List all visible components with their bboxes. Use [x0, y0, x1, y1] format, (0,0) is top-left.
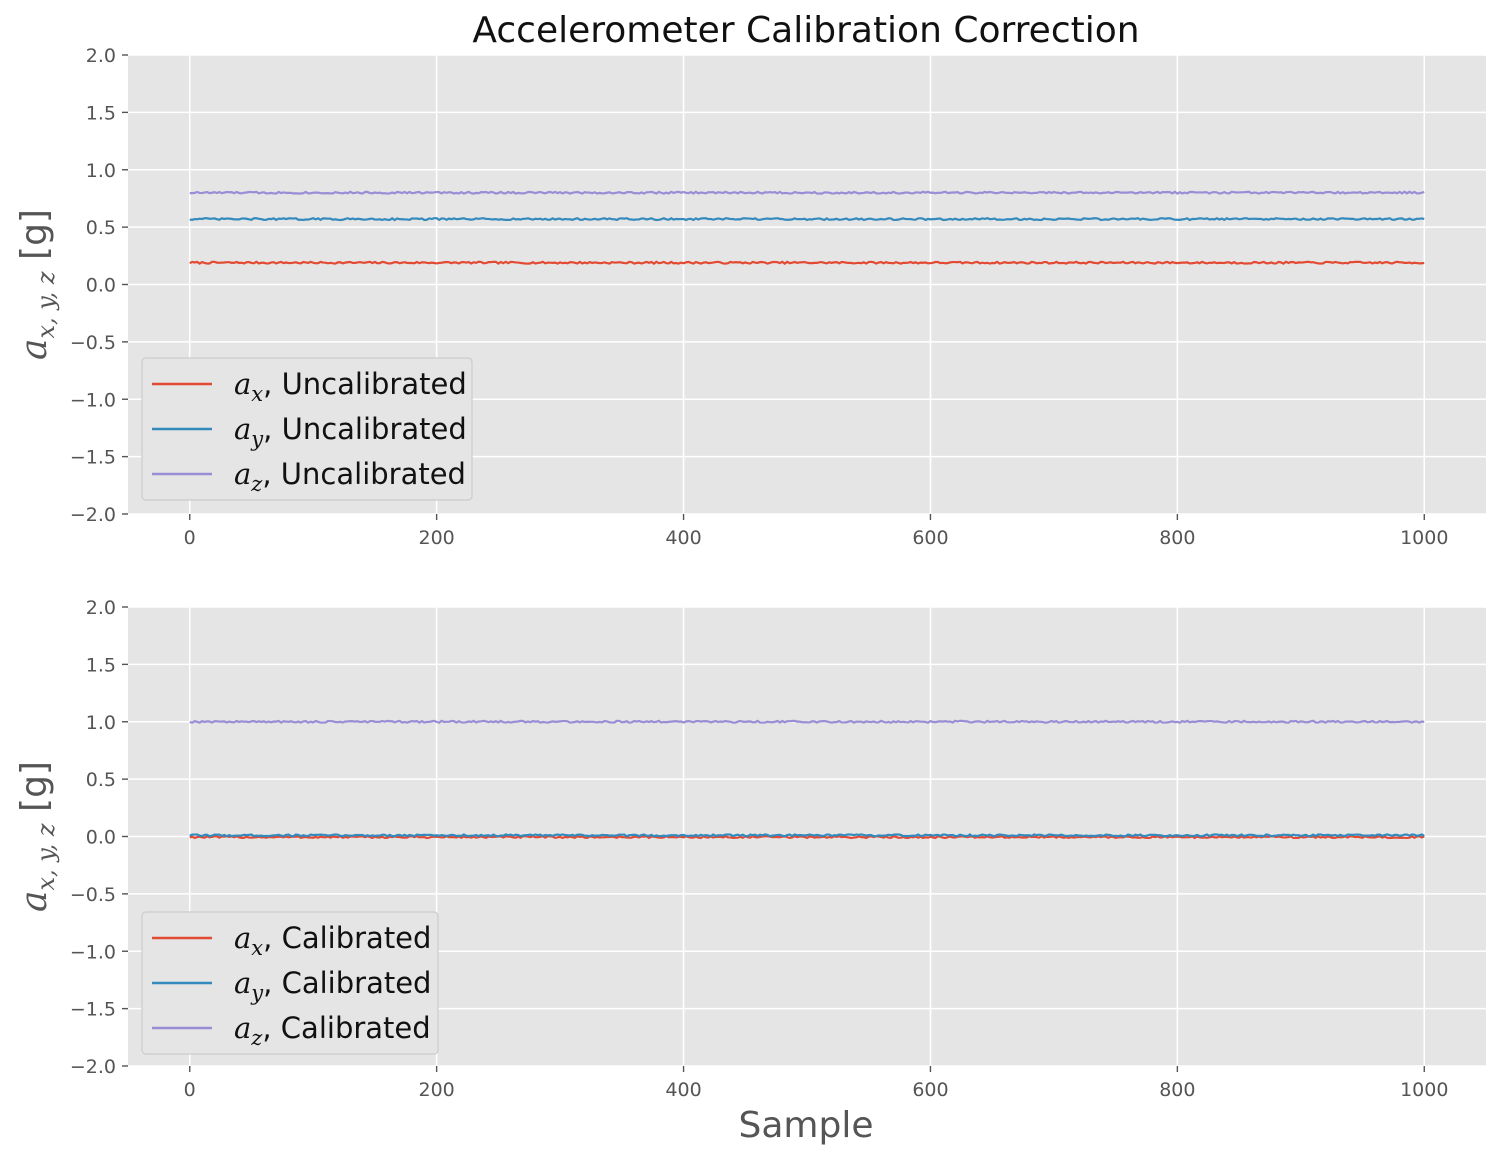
- y-tick-label: −1.0: [70, 941, 116, 963]
- legend: ax, Uncalibrated ay, Uncalibrated az, Unca…: [141, 357, 473, 501]
- chart-title: Accelerometer Calibration Correction: [472, 10, 1139, 51]
- y-tick-label: 1.5: [86, 102, 116, 124]
- legend-entry-z: az, Uncalibrated: [234, 457, 466, 496]
- legend-box: [141, 357, 473, 501]
- x-axis-label: Sample: [739, 1105, 874, 1146]
- y-tick-label: 0.5: [86, 217, 116, 239]
- x-tick-label: 1000: [1400, 527, 1448, 549]
- y-axis-label: ax, y, z [g]: [14, 761, 60, 912]
- y-tick-label: −1.5: [70, 447, 116, 469]
- x-tick-label: 1000: [1400, 1079, 1448, 1101]
- x-tick-label: 400: [665, 1079, 701, 1101]
- y-tick-label: 0.0: [86, 275, 116, 297]
- x-tick-label: 200: [419, 527, 455, 549]
- y-tick-label: −1.0: [70, 389, 116, 411]
- y-tick-label: 1.5: [86, 654, 116, 676]
- y-tick-label: 2.0: [86, 597, 116, 619]
- series-line-z: [189, 719, 1425, 724]
- legend-entry-x: ax, Calibrated: [234, 921, 431, 960]
- x-tick-label: 600: [912, 527, 948, 549]
- y-tick-label: 0.0: [86, 827, 116, 849]
- legend: ax, Calibrated ay, Calibrated az, Calibrat…: [141, 911, 439, 1055]
- y-tick-label: −2.0: [70, 1056, 116, 1078]
- x-tick-label: 600: [912, 1079, 948, 1101]
- subplot-uncalibrated: 0 200 400 600 800 1000 −2.0 −1.5 −1.0 −0.5 0.0 0.5 1…: [14, 45, 1486, 549]
- subplot-calibrated: 0 200 400 600 800 1000 −2.0 −1.5 −1.0 −0.5 0.0 0.5 1…: [14, 597, 1486, 1101]
- series-line-z: [189, 190, 1425, 195]
- y-tick-label: −0.5: [70, 332, 116, 354]
- x-tick-label: 800: [1159, 527, 1195, 549]
- x-tick-label: 0: [184, 1079, 196, 1101]
- series-line-y: [189, 833, 1425, 838]
- legend-box: [141, 911, 439, 1055]
- x-tick-label: 800: [1159, 1079, 1195, 1101]
- y-tick-label: 0.5: [86, 769, 116, 791]
- y-tick-label: 1.0: [86, 712, 116, 734]
- legend-entry-y: ay, Calibrated: [234, 966, 431, 1005]
- legend-entry-x: ax, Uncalibrated: [234, 367, 467, 406]
- x-tick-label: 200: [419, 1079, 455, 1101]
- y-tick-label: −0.5: [70, 884, 116, 906]
- y-tick-label: 1.0: [86, 160, 116, 182]
- legend-entry-z: az, Calibrated: [234, 1011, 431, 1050]
- y-tick-label: 2.0: [86, 45, 116, 67]
- x-tick-label: 400: [665, 527, 701, 549]
- y-tick-label: −1.5: [70, 999, 116, 1021]
- legend-entry-y: ay, Uncalibrated: [234, 412, 467, 451]
- x-tick-label: 0: [184, 527, 196, 549]
- y-tick-label: −2.0: [70, 504, 116, 526]
- y-axis-label: ax, y, z [g]: [14, 209, 60, 360]
- series-line-y: [189, 216, 1425, 222]
- series-line-x: [189, 260, 1425, 265]
